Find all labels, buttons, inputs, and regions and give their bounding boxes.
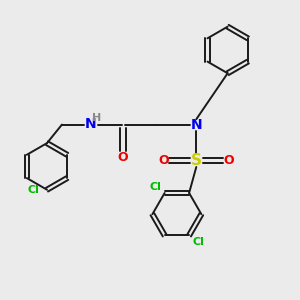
Text: Cl: Cl	[193, 237, 205, 247]
Text: N: N	[85, 117, 96, 131]
Text: O: O	[118, 151, 128, 164]
Text: O: O	[224, 154, 234, 167]
Text: S: S	[191, 153, 202, 168]
Text: O: O	[158, 154, 169, 167]
Text: Cl: Cl	[149, 182, 161, 191]
Text: N: N	[190, 118, 202, 132]
Text: H: H	[92, 113, 101, 123]
Text: Cl: Cl	[28, 185, 40, 195]
